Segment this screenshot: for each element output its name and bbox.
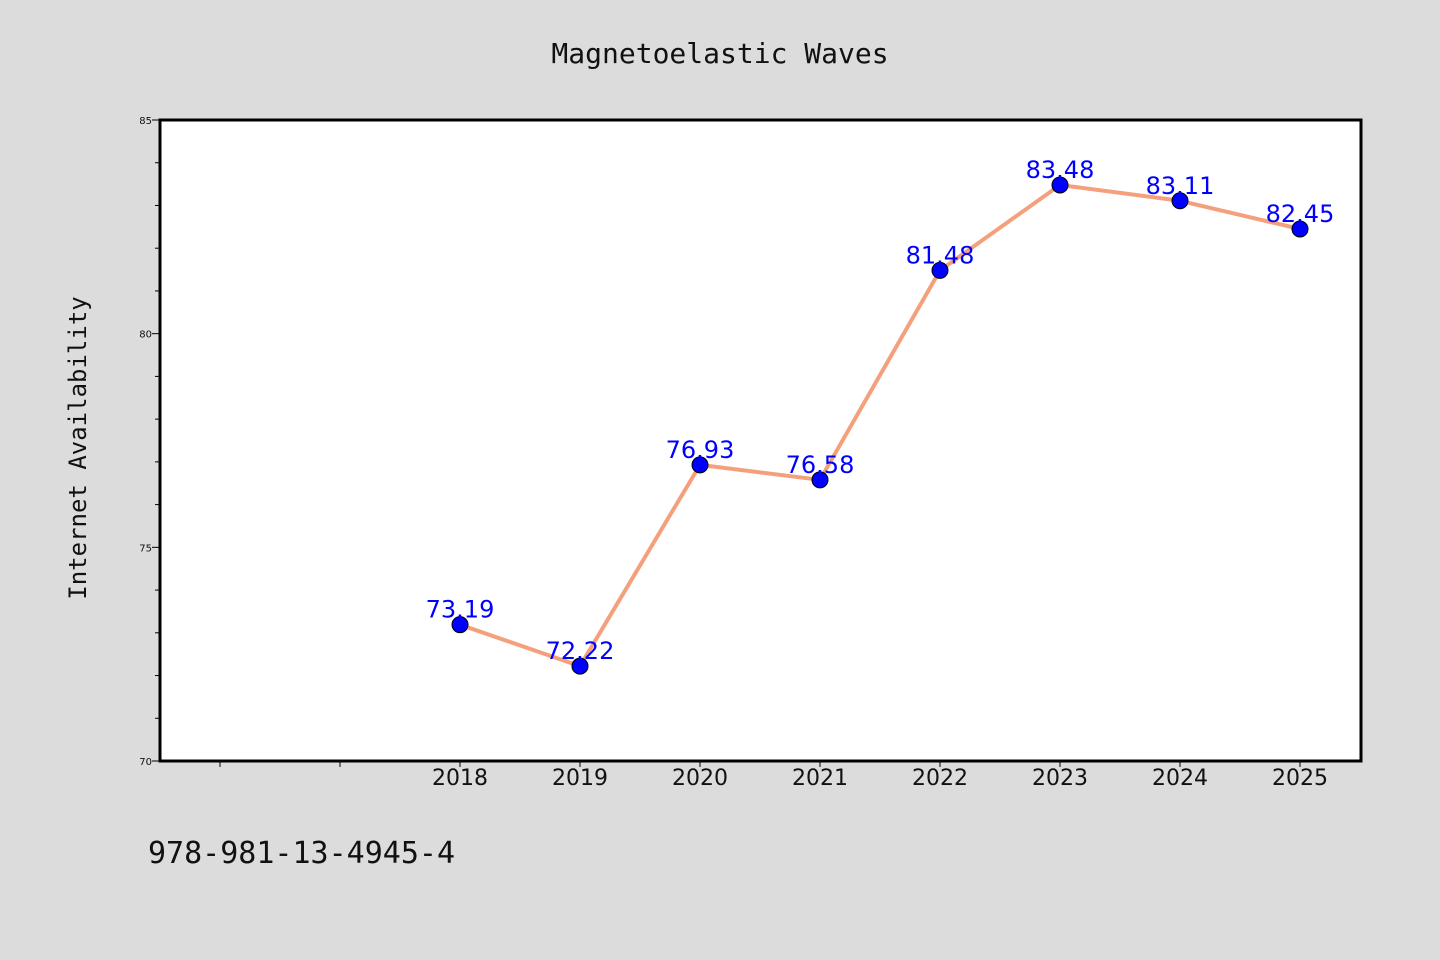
data-label: 76.58 [786,451,855,479]
x-tick-label: 2022 [912,766,968,791]
data-point [811,471,829,489]
data-label: 82.45 [1266,200,1335,228]
data-point [1291,220,1309,238]
isbn-footnote: 978-981-13-4945-4 [148,836,455,871]
x-tick-label: 2018 [432,766,488,791]
data-point [691,456,709,474]
plot-area [158,118,1363,763]
data-label: 73.19 [426,596,495,624]
data-point [451,616,469,634]
x-tick-label: 2024 [1152,766,1208,791]
data-label: 81.48 [906,241,975,269]
y-tick-label: 85 [139,116,152,127]
x-tick-label: 2019 [552,766,608,791]
series-line [459,182,1301,669]
y-tick-label: 70 [139,757,152,768]
x-tick-label: 2023 [1032,766,1088,791]
x-tick-label: 2021 [792,766,848,791]
y-axis-ticks: 70 75 80 85 [139,116,160,768]
x-tick-label: 2025 [1272,766,1328,791]
chart-title: Magnetoelastic Waves [551,37,888,70]
y-tick-label: 75 [139,543,152,554]
x-tick-label: 2020 [672,766,728,791]
data-label: 83.11 [1146,172,1215,200]
data-label: 83.48 [1026,156,1095,184]
y-tick-label: 80 [139,330,152,341]
data-point [1171,192,1189,210]
data-point [571,657,589,675]
y-axis-label: Internet Availability [64,296,92,599]
data-label: 72.22 [546,637,615,665]
data-point [931,261,949,279]
series-layer: 73.19 72.22 76.93 76.58 81.48 83.48 83.11 82.45 [426,156,1335,675]
data-label: 76.93 [666,436,735,464]
x-axis-ticks: 2018 2019 2020 2021 2022 2023 2024 2025 [219,761,1328,791]
data-point [1051,176,1069,194]
